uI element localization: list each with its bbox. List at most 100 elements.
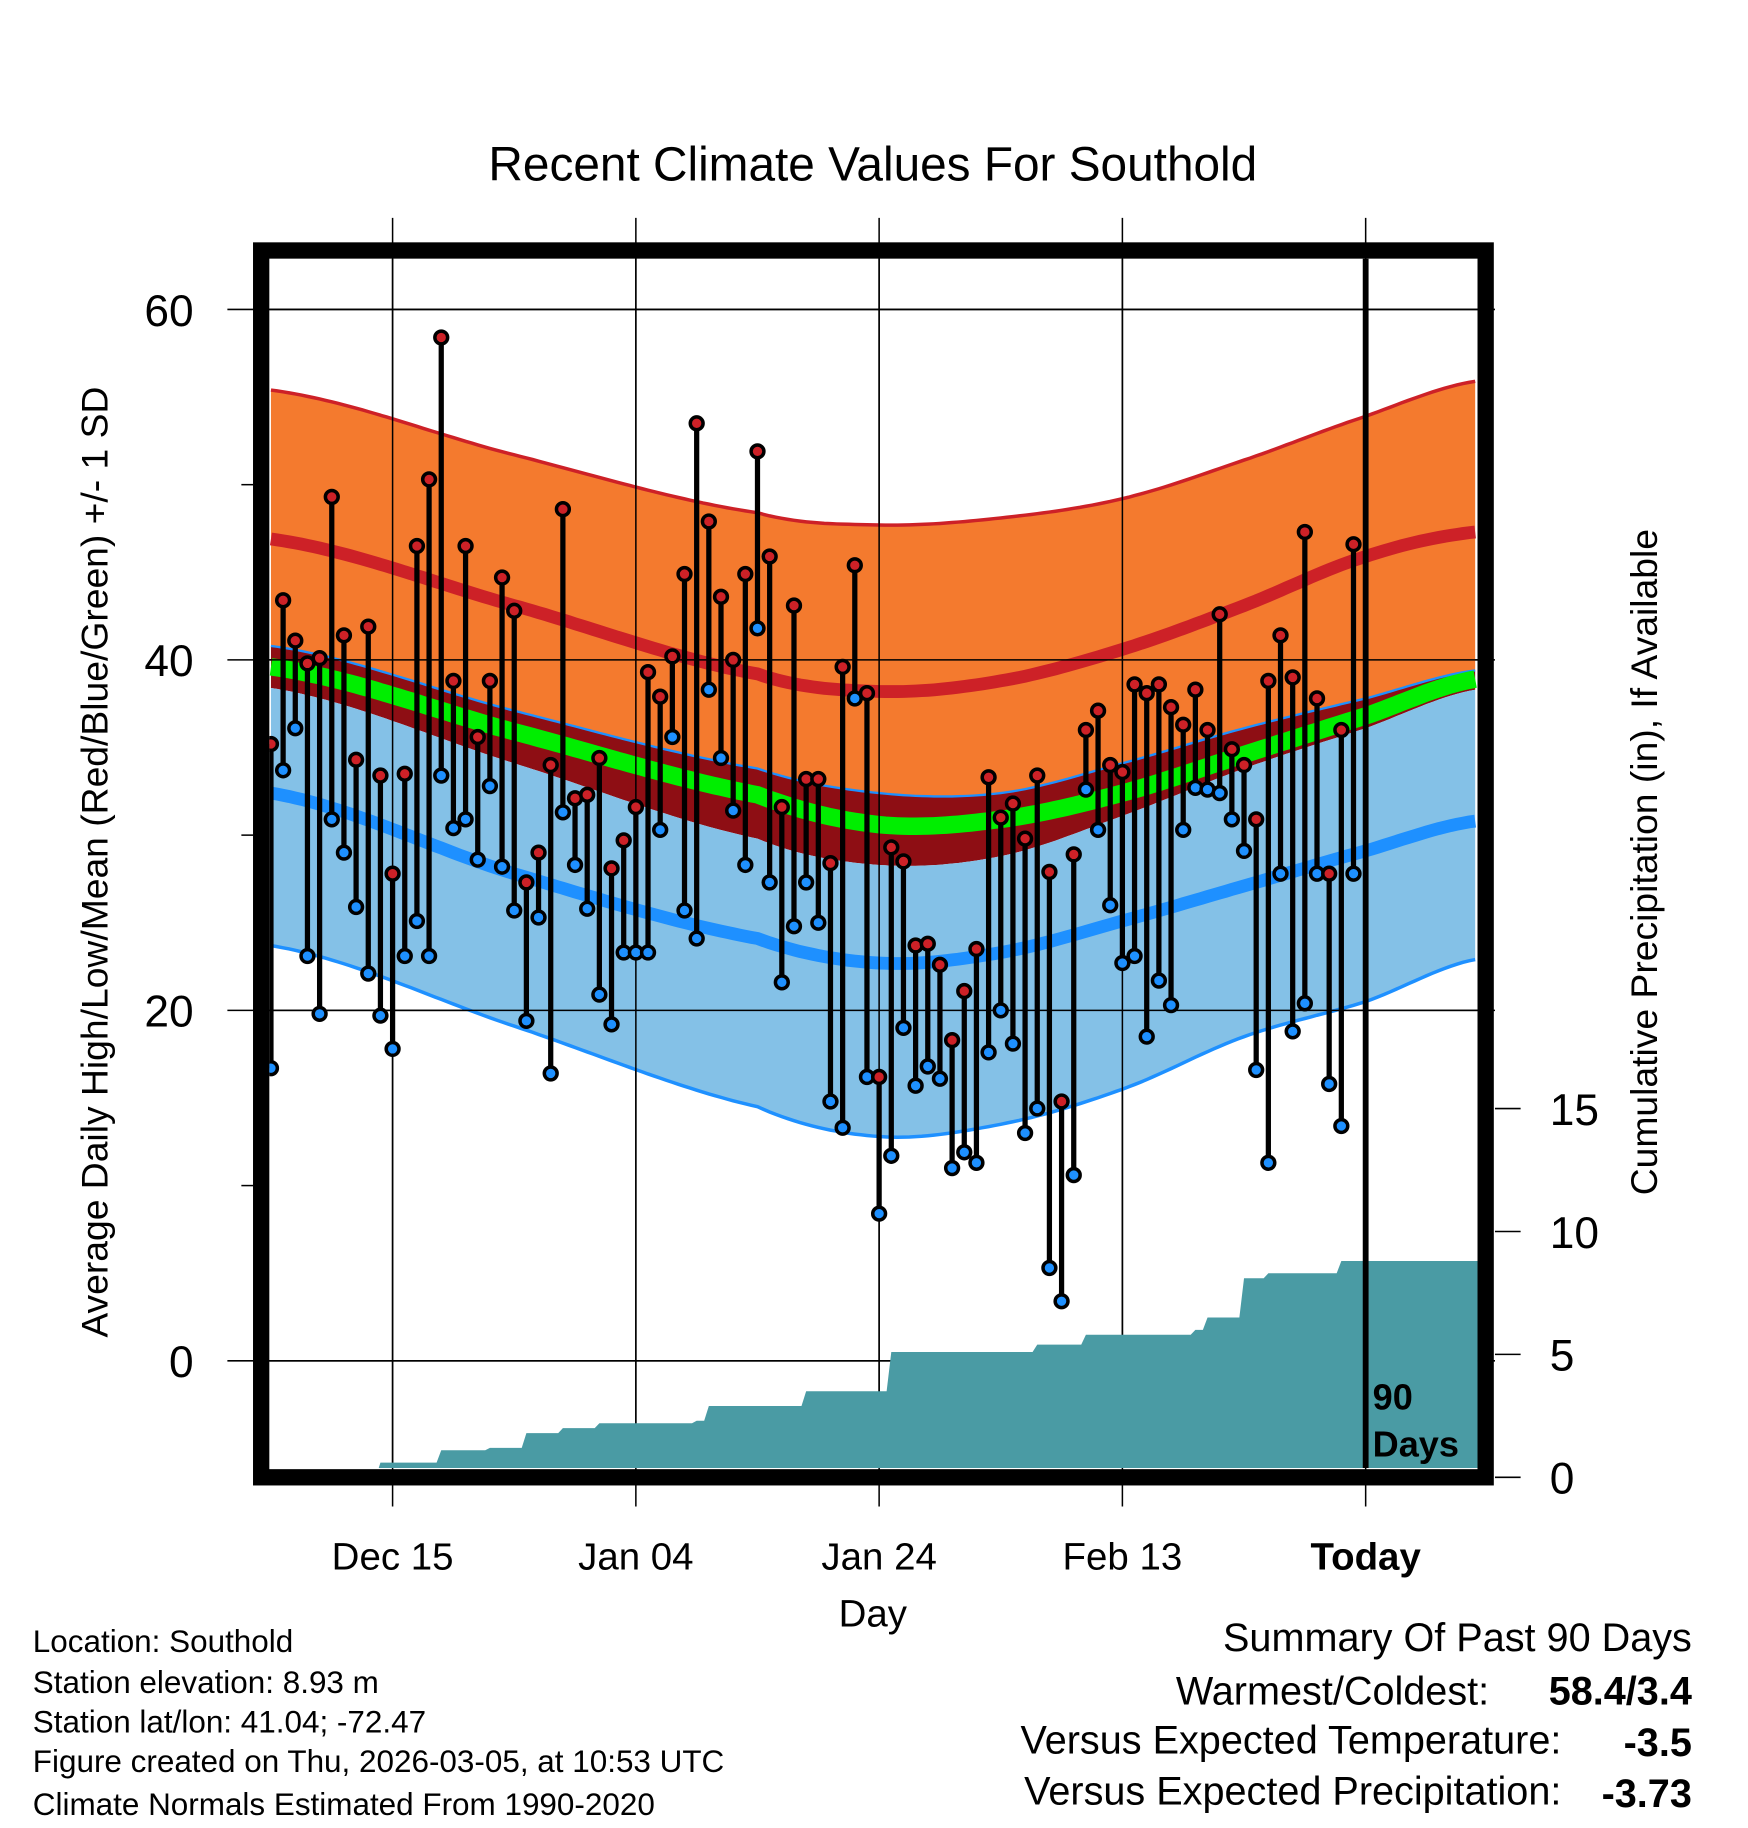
daily-low-point [1053, 1293, 1070, 1310]
daily-high-point [1114, 763, 1131, 781]
daily-high-point [737, 565, 754, 583]
daily-high-point [457, 537, 474, 555]
daily-high-point [652, 688, 669, 705]
plot-area: 90 Days [269, 258, 1478, 1468]
daily-low-point [493, 858, 511, 875]
daily-high-point [992, 809, 1009, 826]
daily-high-point [822, 855, 839, 872]
daily-low-point [797, 874, 815, 891]
daily-high-point [1211, 606, 1228, 623]
daily-low-point [1041, 1259, 1058, 1277]
daily-low-point [591, 986, 608, 1003]
daily-high-point [1150, 676, 1168, 693]
daily-high-point [323, 488, 340, 506]
daily-high-point [518, 874, 535, 891]
daily-low-point [603, 1016, 620, 1033]
daily-high-point [1138, 685, 1155, 702]
daily-high-point [408, 537, 426, 555]
daily-low-point [773, 974, 790, 991]
daily-low-point [1175, 821, 1192, 839]
today-marker-label: Days [1373, 1423, 1459, 1464]
daily-low-point [1272, 865, 1289, 882]
daily-low-point [433, 767, 450, 784]
x-tick-label: Dec 15 [332, 1535, 454, 1578]
daily-high-point [1308, 690, 1326, 707]
daily-low-point [1077, 781, 1095, 798]
temp-anomaly-value: -3.5 [1624, 1721, 1692, 1765]
daily-low-point [1321, 1075, 1338, 1093]
high-plus-sd-line [270, 379, 1476, 527]
daily-low-point [870, 1205, 888, 1222]
daily-high-point [530, 844, 547, 861]
daily-high-point [1187, 681, 1204, 698]
daily-low-point [269, 1060, 280, 1077]
daily-low-point [1016, 1124, 1034, 1142]
daily-high-point [372, 767, 389, 784]
daily-low-point [810, 914, 827, 931]
daily-high-point [834, 658, 851, 676]
daily-high-point [335, 627, 353, 644]
daily-high-point [749, 443, 766, 460]
daily-high-point [870, 1068, 888, 1086]
daily-high-point [269, 735, 280, 753]
y-tick-label: 40 [144, 637, 193, 686]
daily-high-point [506, 602, 523, 619]
daily-low-point [761, 874, 778, 891]
daily-high-point [1126, 676, 1143, 693]
y-tick-label: 0 [169, 1338, 194, 1387]
daily-low-point [566, 856, 584, 874]
daily-high-point [433, 329, 450, 346]
daily-low-point [518, 1012, 535, 1030]
daily-low-point [396, 947, 413, 965]
precip-anomaly-value: -3.73 [1602, 1772, 1692, 1816]
daily-low-point [725, 802, 742, 819]
daily-low-point [542, 1065, 559, 1082]
daily-high-point [420, 471, 438, 488]
daily-high-point [943, 1031, 961, 1049]
daily-low-point [360, 965, 377, 982]
daily-low-point [347, 898, 365, 916]
daily-high-point [445, 672, 462, 690]
daily-high-point [1199, 721, 1216, 739]
y2-tick-label: 10 [1550, 1209, 1599, 1258]
daily-low-point [506, 902, 523, 919]
daily-high-point [396, 765, 413, 782]
y2-axis-label: Cumulative Precipitation (in), If Availa… [1623, 529, 1665, 1195]
daily-low-point [688, 930, 705, 947]
daily-low-point [737, 856, 754, 874]
daily-high-point [1248, 811, 1265, 828]
daily-low-point [712, 749, 730, 767]
daily-low-point [335, 844, 353, 861]
daily-low-point [1284, 1023, 1301, 1040]
daily-high-point [956, 982, 973, 1000]
y-tick-label: 20 [144, 988, 193, 1037]
daily-low-point [1345, 865, 1362, 882]
daily-low-point [1211, 784, 1228, 802]
daily-high-point [542, 756, 559, 774]
daily-high-point [931, 956, 949, 973]
daily-low-point [1114, 954, 1131, 972]
daily-low-point [980, 1044, 997, 1061]
daily-low-point [445, 819, 462, 837]
daily-high-point [785, 597, 803, 614]
daily-high-point [347, 751, 365, 768]
info-elevation: Station elevation: 8.93 m [33, 1665, 379, 1700]
daily-low-point [469, 851, 486, 868]
daily-low-point [1065, 1166, 1082, 1184]
summary-title: Summary Of Past 90 Days [1223, 1616, 1692, 1660]
daily-high-point [895, 853, 912, 870]
daily-high-point [627, 798, 645, 816]
daily-high-point [676, 565, 693, 583]
x-tick-label: Feb 13 [1063, 1535, 1183, 1578]
daily-high-point [688, 415, 705, 432]
daily-high-point [481, 672, 499, 690]
daily-low-point [1296, 995, 1313, 1012]
warmest-coldest-value: 58.4/3.4 [1549, 1670, 1692, 1714]
daily-high-point [639, 664, 657, 681]
daily-low-point [1223, 811, 1241, 828]
daily-low-point [481, 777, 499, 795]
plot-frame [253, 242, 1494, 1486]
daily-high-point [761, 548, 778, 565]
daily-high-point [1321, 865, 1338, 882]
